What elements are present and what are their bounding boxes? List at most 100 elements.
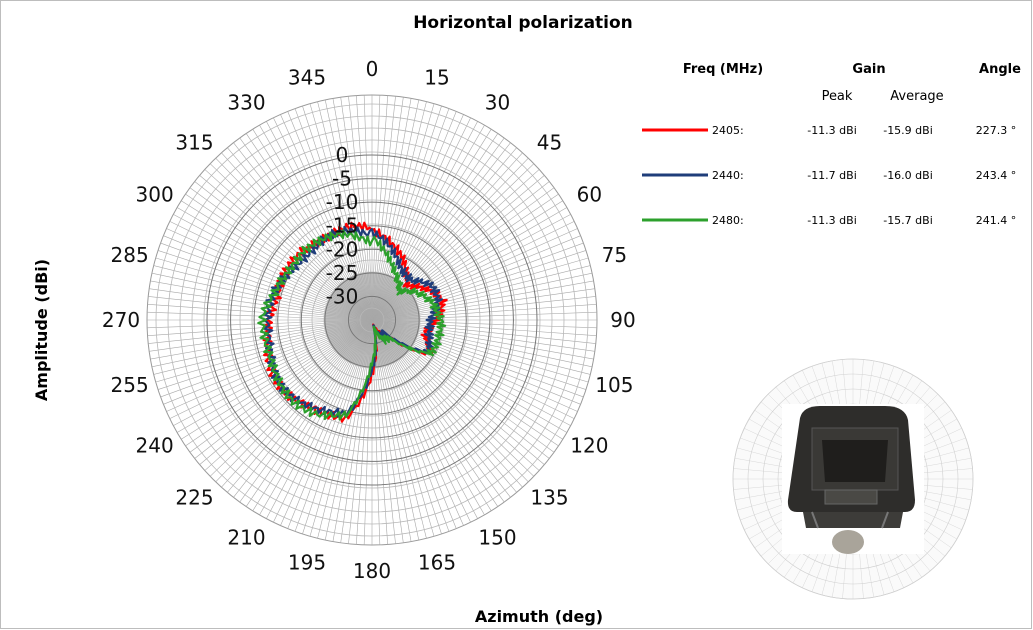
legend-average-value: -15.9 dBi (883, 124, 933, 137)
legend-rows: 2405: -11.3 dBi -15.9 dBi 227.3 ° 2440: -11.7… (642, 124, 1016, 227)
polar-spoke (348, 96, 373, 321)
polar-spoke (371, 124, 485, 321)
polar-spoke (371, 228, 578, 321)
antenna-device-photo-icon (782, 404, 924, 554)
polar-spoke (185, 193, 373, 321)
polar-spoke (371, 319, 412, 542)
polar-spoke (166, 228, 373, 321)
polar-spoke (371, 280, 594, 321)
polar-spoke (371, 319, 597, 329)
angular-tick-label: 225 (175, 486, 213, 510)
radial-tick-label: 0 (336, 143, 349, 167)
angular-tick-label: 135 (530, 486, 568, 510)
legend-row: 2405: -11.3 dBi -15.9 dBi 227.3 ° (642, 124, 1016, 137)
polar-spoke (148, 296, 373, 321)
polar-spoke (371, 250, 587, 321)
polar-spoke (150, 280, 373, 321)
polar-spoke (273, 319, 373, 523)
polar-spoke (294, 319, 373, 532)
polar-spoke (371, 319, 505, 503)
polar-spoke (150, 319, 373, 360)
polar-spoke (273, 117, 373, 321)
polar-spoke (371, 152, 523, 321)
polar-spoke (371, 95, 381, 321)
polar-spoke (147, 319, 373, 336)
radial-tick-labels: 0-5-10-15-20-25-30 (326, 143, 359, 308)
polar-spoke (371, 103, 435, 321)
polar-spoke (371, 319, 420, 541)
polar-spoke (160, 319, 373, 398)
polar-spoke (280, 319, 373, 526)
polar-major-ring (253, 201, 491, 439)
angular-tick-label: 240 (136, 434, 174, 458)
polar-grid (146, 94, 598, 546)
legend-angle-value: 241.4 ° (976, 214, 1017, 227)
polar-spoke (371, 319, 492, 511)
angular-tick-label: 60 (577, 183, 602, 207)
radial-tick-label: -30 (326, 284, 359, 308)
legend-header-peak: Peak (822, 89, 853, 104)
polar-ring (359, 307, 385, 333)
polar-spoke (371, 319, 535, 477)
angular-tick-labels: 0 15 30 45 60 75 90 105 120 135 150 165 180 195 210 225… (102, 57, 636, 583)
polar-ring (227, 175, 517, 465)
polar-spoke (371, 319, 511, 498)
polar-spoke (324, 99, 373, 321)
polar-spoke (371, 319, 450, 532)
polar-spoke (371, 133, 499, 321)
polar-spoke (266, 121, 373, 321)
polar-spoke (371, 319, 589, 383)
polar-spoke (371, 319, 581, 405)
polar-spoke (371, 200, 563, 321)
polar-spoke (371, 311, 597, 321)
polar-spoke (371, 99, 420, 321)
polar-spoke (371, 319, 594, 360)
polar-ring (251, 199, 493, 441)
polar-spoke (371, 319, 591, 375)
angular-tick-label: 195 (288, 550, 326, 574)
angular-tick-label: 315 (175, 131, 213, 155)
polar-spoke (371, 319, 478, 519)
polar-ring (203, 151, 541, 489)
polar-spoke (149, 288, 373, 321)
legend-series-name: 2480: (712, 214, 744, 227)
polar-spoke (155, 257, 373, 321)
polar-spoke (287, 111, 373, 321)
polar-spoke (371, 96, 396, 321)
polar-spoke (371, 214, 571, 321)
polar-spoke (371, 137, 505, 321)
polar-spoke (199, 175, 373, 321)
legend-header-gain: Gain (852, 62, 885, 77)
legend-header-angle: Angle (979, 62, 1021, 77)
polar-spoke (371, 288, 595, 321)
radial-tick-label: -5 (332, 167, 352, 191)
radial-tick-label: -20 (326, 237, 359, 261)
inset-ring (762, 388, 944, 570)
polar-spoke (309, 103, 373, 321)
polar-spoke (371, 129, 492, 321)
polar-spoke (371, 169, 540, 321)
legend-angle-value: 227.3 ° (976, 124, 1017, 137)
polar-spoke (194, 181, 373, 321)
polar-spoke (371, 319, 435, 537)
polar-spoke (371, 105, 442, 321)
polar-spoke (371, 319, 575, 419)
angular-tick-label: 165 (418, 550, 456, 574)
polar-spoke (221, 152, 373, 321)
polar-spoke (280, 114, 373, 321)
polar-spoke (371, 304, 597, 321)
polar-spoke (371, 193, 559, 321)
polar-spoke (287, 319, 373, 529)
polar-spoke (371, 296, 596, 321)
inset-ring (732, 358, 974, 600)
polar-spoke (149, 319, 373, 352)
polar-ring (167, 115, 577, 525)
polar-spoke (356, 95, 373, 321)
inset-ring (747, 373, 959, 585)
angular-tick-label: 30 (485, 91, 510, 115)
polar-spoke (371, 257, 589, 321)
polar-spoke (294, 108, 373, 321)
polar-ring (287, 235, 457, 405)
legend-average-value: -15.7 dBi (883, 214, 933, 227)
